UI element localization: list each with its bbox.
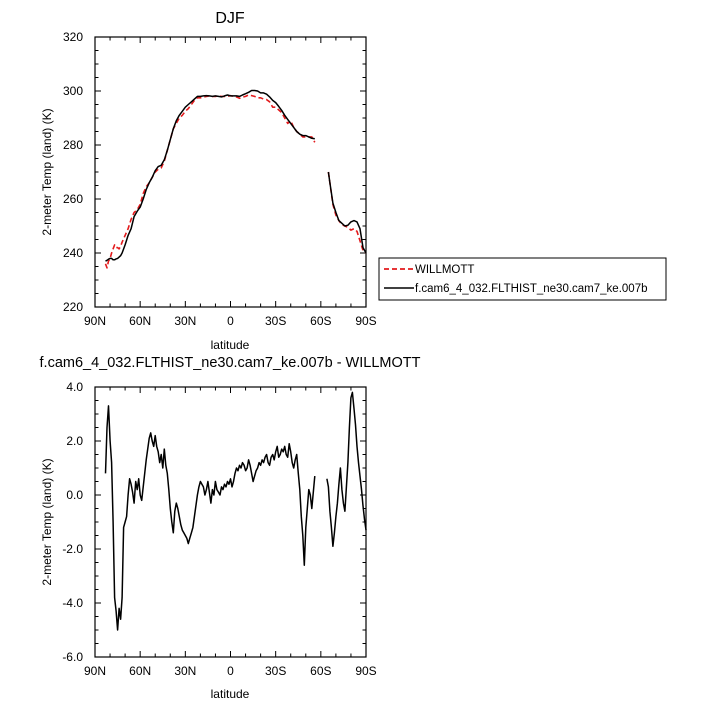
bottom-chart-panel: f.cam6_4_032.FLTHIST_ne30.cam7_ke.007b -…	[40, 355, 421, 701]
series-line-0-0-0	[104, 94, 316, 269]
x-tick-label: 90S	[355, 314, 376, 328]
y-tick-label: -2.0	[62, 542, 83, 556]
series-line-0-1-1	[327, 171, 367, 254]
y-tick-label: -4.0	[62, 596, 83, 610]
x-tick-label: 0	[227, 314, 234, 328]
x-tick-label: 60S	[310, 664, 331, 678]
legend-label-model: f.cam6_4_032.FLTHIST_ne30.cam7_ke.007b	[415, 283, 647, 295]
y-tick-label: 4.0	[66, 380, 83, 394]
x-tick-label: 30N	[174, 664, 196, 678]
top-chart-title: DJF	[215, 10, 245, 27]
x-tick-label: 0	[227, 664, 234, 678]
x-tick-label: 90N	[84, 314, 106, 328]
y-tick-label: 240	[63, 246, 83, 260]
series-line-1-0-0	[104, 405, 316, 631]
x-tick-label: 60N	[129, 664, 151, 678]
legend-box	[378, 257, 667, 301]
x-tick-label: 30S	[265, 314, 286, 328]
series-line-0-1-0	[105, 89, 315, 262]
x-tick-label: 30N	[174, 314, 196, 328]
y-tick-label: 260	[63, 192, 83, 206]
top-chart-panel: DJF latitude 2-meter Temp (land) (K) WIL…	[40, 10, 667, 352]
y-tick-label: 300	[63, 84, 83, 98]
series-line-0-0-1	[327, 171, 367, 254]
y-tick-label: -6.0	[62, 650, 83, 664]
x-tick-label: 90N	[84, 664, 106, 678]
bottom-chart-ylabel: 2-meter Temp (land) (K)	[40, 458, 54, 585]
top-chart-legend: WILLMOTT f.cam6_4_032.FLTHIST_ne30.cam7_…	[378, 257, 667, 301]
plot-frame	[94, 386, 367, 658]
x-tick-label: 90S	[355, 664, 376, 678]
bottom-chart-title: f.cam6_4_032.FLTHIST_ne30.cam7_ke.007b -…	[40, 355, 421, 371]
top-chart-xlabel: latitude	[211, 338, 250, 352]
legend-label-willmott: WILLMOTT	[415, 264, 474, 276]
y-tick-label: 280	[63, 138, 83, 152]
x-tick-label: 60S	[310, 314, 331, 328]
plot-frame	[94, 36, 367, 308]
bottom-chart-xlabel: latitude	[211, 687, 250, 701]
series-line-1-0-1	[326, 391, 367, 548]
y-tick-label: 0.0	[66, 488, 83, 502]
y-tick-label: 220	[63, 300, 83, 314]
x-tick-label: 30S	[265, 664, 286, 678]
y-tick-label: 2.0	[66, 434, 83, 448]
top-chart-ylabel: 2-meter Temp (land) (K)	[40, 108, 54, 235]
y-tick-label: 320	[63, 30, 83, 44]
x-tick-label: 60N	[129, 314, 151, 328]
